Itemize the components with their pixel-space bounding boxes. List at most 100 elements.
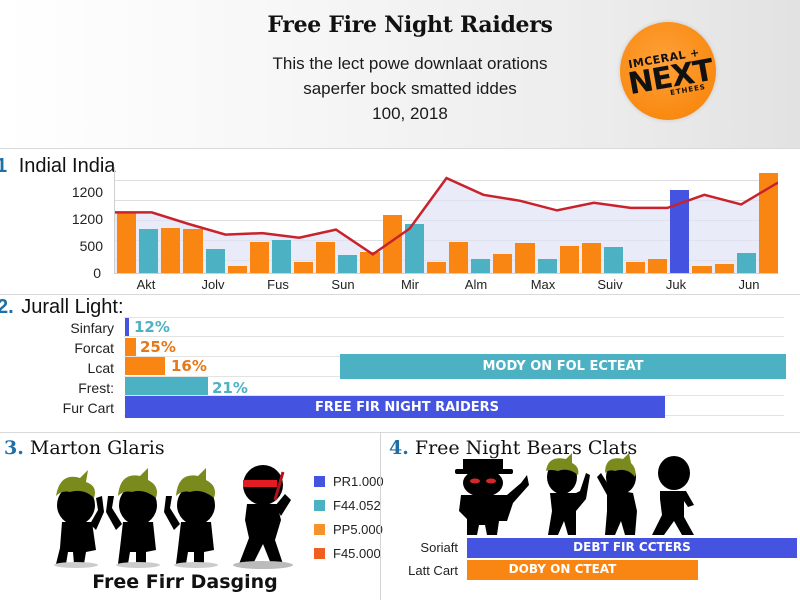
bar (382, 214, 402, 273)
x-axis (114, 273, 778, 274)
subtitle-line-3: 100, 2018 (372, 104, 448, 123)
section-title-text: Indial India (18, 155, 116, 177)
legend-item: PR1.000 (314, 474, 384, 489)
bar (626, 262, 646, 273)
character-silhouettes-group-2 (455, 453, 694, 535)
hbar-sinfary (125, 318, 129, 336)
hbar-mody-on-fol-ecteat: MODY ON FOL ECTEAT (340, 354, 786, 379)
hbar-value: 16% (171, 357, 207, 375)
bar-series (115, 167, 778, 273)
legend-swatch (314, 500, 325, 511)
section-2-title: 2. Jurall Light: (0, 296, 124, 319)
bar (227, 265, 247, 273)
legend-item: F44.052 (314, 498, 381, 513)
bar (161, 227, 181, 273)
bar (581, 242, 601, 273)
gridline (124, 395, 784, 396)
section-3-caption: Free Firr Dasging (92, 571, 278, 593)
bar (316, 241, 336, 273)
legend-swatch (314, 548, 325, 559)
x-tick: Jun (738, 277, 760, 292)
hbar-label: Latt Cart (408, 563, 458, 578)
x-tick: Juk (665, 277, 687, 292)
subtitle-line-1: This the lect powe downlaat orations (272, 54, 548, 73)
bar (271, 240, 292, 273)
bar (426, 262, 446, 273)
legend-label: F45.000 (333, 546, 381, 561)
x-tick: Mir (400, 277, 420, 292)
section-number: 1 (0, 155, 8, 177)
bar (515, 242, 535, 273)
bar (338, 255, 358, 273)
hbar-inner-text: FREE FIR NIGHT RAIDERS (315, 400, 500, 415)
header-banner: Free Fire Night Raiders This the lect po… (0, 0, 800, 148)
section-3-title: 3. Marton Glaris (4, 437, 165, 459)
y-tick: 1200 (71, 184, 103, 200)
x-tick: Sun (331, 277, 355, 292)
trend-line (115, 176, 778, 256)
subtitle-line-2: saperfer bock smatted iddes (303, 79, 517, 98)
bar (736, 253, 756, 273)
x-tick: Max (530, 277, 556, 292)
bar (449, 241, 469, 273)
legend-item: PP5.000 (314, 522, 383, 537)
bar (404, 224, 424, 273)
hbar-label: Soriaft (420, 540, 458, 555)
section-title-text: Free Night Bears Clats (414, 437, 638, 459)
section-title-text: Jurall Light: (21, 296, 124, 318)
legend-label: F44.052 (333, 498, 381, 513)
section-4-title: 4. Free Night Bears Clats (389, 437, 637, 459)
hbar-inner-text: MODY ON FOL ECTEAT (482, 359, 644, 374)
legend-label: PR1.000 (333, 474, 384, 489)
section-number: 2. (0, 296, 14, 318)
character-icon (597, 453, 637, 535)
ninja-character-icon (233, 465, 293, 569)
bar (692, 265, 712, 273)
hbar-label: Fur Cart (62, 400, 114, 416)
gridline (124, 317, 784, 318)
hbar-value: 21% (212, 379, 248, 397)
hbar-frest (125, 377, 208, 395)
vertical-divider (380, 432, 381, 600)
hbar-inner-text: DEBT FIR CCTERS (573, 540, 691, 554)
gridline (124, 336, 784, 337)
bar (714, 263, 734, 273)
bar (648, 258, 668, 273)
x-tick: Alm (464, 277, 488, 292)
legend-swatch (314, 476, 325, 487)
divider (0, 148, 800, 149)
hbar-inner-text: DOBY ON CTEAT (508, 562, 617, 576)
hbar-value: 25% (140, 338, 176, 356)
legend-label: PP5.000 (333, 522, 383, 537)
divider (0, 432, 800, 433)
character-icon (546, 453, 590, 535)
character-icon (54, 470, 104, 568)
trend-line-path (115, 176, 778, 256)
x-tick: Akt (136, 277, 156, 292)
section-number: 3. (4, 437, 24, 459)
character-icon (164, 468, 218, 568)
hbar-label: Frest: (78, 380, 114, 396)
bar (183, 228, 203, 273)
section-title-text: Marton Glaris (29, 437, 165, 459)
hbar-forcat (125, 338, 136, 356)
section-1-title: 1 Indial India (0, 155, 115, 178)
bar (117, 212, 137, 273)
bar (670, 190, 690, 273)
x-tick: Fus (267, 277, 289, 292)
y-tick: 0 (93, 265, 101, 281)
y-tick: 1200 (71, 211, 103, 227)
y-tick: 500 (79, 238, 103, 254)
hbar-doby-on-cteat: DOBY ON CTEAT (467, 560, 698, 580)
hbar-debt-fir-ccters: DEBT FIR CCTERS (467, 538, 797, 558)
bar (537, 258, 557, 273)
bar (603, 247, 624, 273)
bar (139, 228, 159, 273)
character-silhouettes-group (54, 465, 293, 569)
next-badge-logo: IMCERAL + NEXT ETHEES (620, 22, 716, 120)
bar (205, 248, 225, 273)
character-icon (106, 468, 160, 568)
hbar-lcat (125, 357, 165, 375)
x-tick: Jolv (201, 277, 225, 292)
hbar-value: 12% (134, 318, 170, 336)
